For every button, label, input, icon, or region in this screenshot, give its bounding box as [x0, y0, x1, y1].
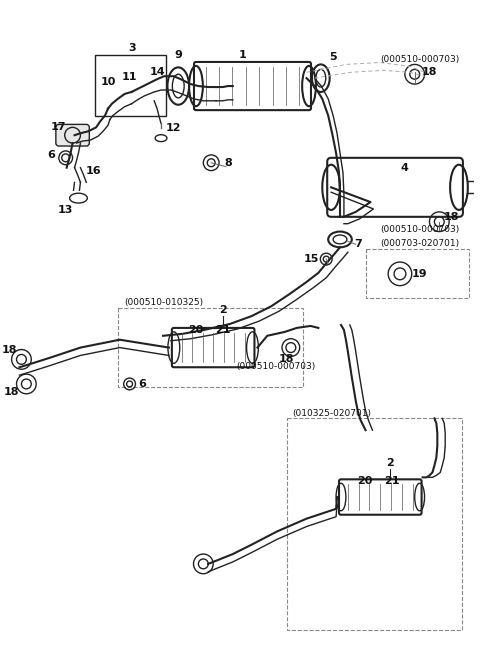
- Text: 2: 2: [219, 305, 227, 315]
- Text: 15: 15: [304, 254, 319, 264]
- Text: 10: 10: [100, 77, 116, 87]
- Text: (010325-020701): (010325-020701): [292, 409, 371, 418]
- Text: (000510-000703): (000510-000703): [236, 362, 315, 371]
- Text: 21: 21: [384, 476, 400, 486]
- Text: 20: 20: [188, 325, 203, 335]
- Text: 1: 1: [239, 50, 247, 59]
- Text: 6: 6: [47, 150, 55, 160]
- Text: 12: 12: [166, 123, 181, 133]
- Text: (000510-000703): (000510-000703): [380, 225, 459, 234]
- Text: 18: 18: [2, 344, 17, 355]
- Text: 19: 19: [412, 269, 428, 279]
- FancyBboxPatch shape: [56, 125, 89, 146]
- Text: 6: 6: [138, 379, 146, 389]
- FancyBboxPatch shape: [172, 328, 254, 367]
- Text: (000510-000703): (000510-000703): [380, 55, 459, 64]
- Text: 5: 5: [329, 52, 336, 61]
- Text: 3: 3: [129, 43, 136, 53]
- Text: 17: 17: [51, 122, 67, 132]
- Text: 14: 14: [149, 67, 165, 78]
- Text: (000510-010325): (000510-010325): [125, 298, 204, 307]
- Text: 18: 18: [4, 387, 19, 397]
- Text: 18: 18: [444, 212, 459, 222]
- Text: 4: 4: [401, 163, 409, 172]
- Text: 18: 18: [279, 355, 295, 364]
- Text: 2: 2: [386, 457, 394, 468]
- Text: (000703-020701): (000703-020701): [380, 239, 459, 248]
- FancyBboxPatch shape: [339, 479, 421, 515]
- Text: 7: 7: [354, 240, 361, 249]
- Text: 21: 21: [215, 325, 231, 335]
- Text: 13: 13: [58, 205, 73, 215]
- Text: 11: 11: [122, 72, 137, 82]
- Text: 20: 20: [357, 476, 372, 486]
- Text: 16: 16: [85, 165, 101, 176]
- Text: 9: 9: [174, 50, 182, 59]
- Text: 18: 18: [422, 67, 437, 78]
- FancyBboxPatch shape: [194, 62, 311, 110]
- Text: 8: 8: [224, 158, 232, 168]
- FancyBboxPatch shape: [327, 158, 463, 217]
